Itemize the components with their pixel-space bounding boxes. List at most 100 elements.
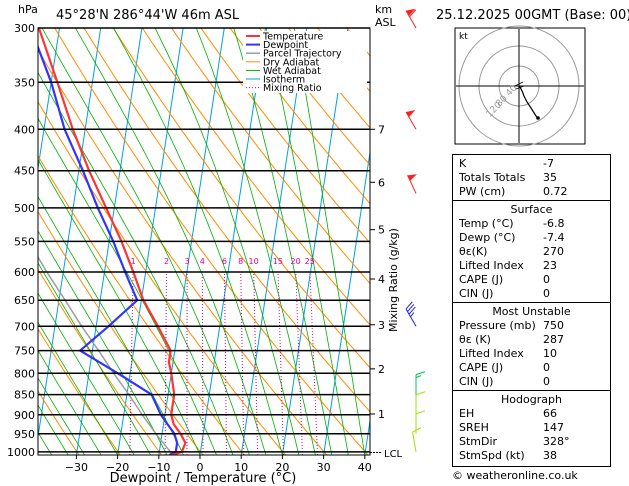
copyright: © weatheronline.co.uk: [452, 469, 578, 482]
pressure-label: 850: [14, 389, 35, 402]
wet-adiabat-line: [265, 28, 349, 455]
hodograph-panel: Hodograph EH 66 SREH 147 StmDir 328° StmSpd…: [452, 390, 611, 467]
hodograph-unit: kt: [459, 32, 468, 42]
wind-barbs: [405, 8, 426, 452]
mixing-ratio-line: [277, 272, 285, 455]
x-tick-label: −20: [106, 461, 129, 474]
mu-label: Pressure (mb): [459, 319, 536, 332]
isotherm-line: [38, 28, 60, 172]
indices-panel: K -7 Totals Totals 35 PW (cm) 0.72: [452, 154, 611, 203]
mixing-ratio-label: 8: [238, 257, 243, 266]
wet-adiabat-line: [293, 28, 366, 455]
dry-adiabat-line: [229, 28, 370, 205]
hodo-value: 66: [543, 407, 557, 420]
wet-adiabat-line: [38, 404, 69, 455]
surface-row: CIN (J) 0: [459, 287, 604, 301]
wet-adiabat-line: [38, 230, 168, 455]
mixing-ratio-axis-label: Mixing Ratio (g/kg): [387, 228, 400, 332]
index-label: Totals Totals: [459, 171, 526, 184]
x-axis-label: Dewpoint / Temperature (°C): [110, 471, 297, 486]
surface-value: -7.4: [543, 231, 565, 244]
legend-label: Parcel Trajectory: [263, 49, 342, 60]
wet-adiabat-line: [38, 195, 184, 455]
surface-label: CIN (J): [459, 287, 494, 300]
mu-row: CIN (J) 0: [459, 375, 604, 389]
dry-adiabat-line: [38, 210, 204, 455]
x-tick-label: 10: [234, 461, 248, 474]
mu-label: CAPE (J): [459, 361, 504, 374]
wind-barb: [405, 8, 417, 29]
hodograph-end-point: [536, 116, 540, 120]
wet-adiabat-line: [38, 377, 85, 455]
wind-barb: [412, 427, 422, 452]
mixing-ratio-line: [164, 272, 167, 455]
mu-value: 0: [543, 375, 550, 388]
hodo-label: StmDir: [459, 435, 498, 448]
pressure-label: 650: [14, 294, 35, 307]
pressure-label: 550: [14, 235, 35, 248]
wind-barb: [415, 391, 426, 415]
surface-value: 0: [543, 273, 550, 286]
mu-row: θε (K) 287: [459, 333, 604, 347]
index-label: PW (cm): [459, 185, 506, 198]
wet-adiabat-line: [38, 158, 201, 455]
x-tick-label: −30: [65, 461, 88, 474]
km-tick-label: 7: [378, 123, 385, 136]
dry-adiabat-line: [38, 390, 80, 455]
mixing-ratio-line: [223, 272, 228, 455]
mixing-ratio-label: 1: [131, 257, 136, 266]
dry-adiabat-line: [38, 100, 286, 455]
hodo-value: 38: [543, 449, 557, 462]
mu-value: 287: [543, 333, 564, 346]
dry-adiabat-line: [38, 48, 328, 455]
index-row: K -7: [459, 157, 604, 171]
hodo-label: EH: [459, 407, 475, 420]
dry-adiabat-line: [171, 28, 370, 285]
wet-adiabat-line: [41, 28, 250, 455]
wind-barb: [405, 110, 417, 130]
pressure-label: 1000: [7, 446, 35, 459]
wet-adiabat-line: [38, 349, 102, 455]
pressure-label: 450: [14, 165, 35, 178]
mu-value: 0: [543, 361, 550, 374]
hodo-row: StmDir 328°: [459, 435, 604, 449]
dewpoint-line: [38, 44, 179, 455]
mixing-ratio-line: [240, 272, 245, 455]
hodo-row: StmSpd (kt) 38: [459, 449, 604, 463]
index-value: -7: [543, 157, 554, 170]
x-tick-label: 30: [317, 461, 331, 474]
mu-label: Lifted Index: [459, 347, 524, 360]
mu-label: θε (K): [459, 333, 491, 346]
surface-value: 0: [543, 287, 550, 300]
km-label: km: [375, 3, 392, 16]
legend-label: Dry Adiabat: [263, 57, 320, 68]
mixing-ratio-label: 6: [222, 257, 227, 266]
mu-row: Pressure (mb) 750: [459, 319, 604, 333]
hodograph-trace: [518, 85, 539, 119]
dry-adiabat-line: [54, 28, 369, 455]
x-tick-label: 40: [358, 461, 372, 474]
km-tick-label: 1: [378, 408, 385, 421]
legend-label: Isotherm: [263, 75, 305, 86]
surface-value: 23: [543, 259, 557, 272]
surface-value: 270: [543, 245, 564, 258]
pressure-label: 300: [14, 22, 35, 35]
pressure-label: 600: [14, 266, 35, 279]
surface-label: Temp (°C): [459, 217, 514, 230]
wet-adiabat-line: [38, 321, 118, 455]
pressure-label: 950: [14, 428, 35, 441]
most-unstable-title: Most Unstable: [492, 305, 571, 318]
km-tick-label: 5: [378, 224, 385, 237]
mixing-ratio-label: 10: [249, 257, 259, 266]
surface-label: CAPE (J): [459, 273, 504, 286]
surface-row: CAPE (J) 0: [459, 273, 604, 287]
wind-barb: [407, 174, 417, 194]
wet-adiabat-line: [195, 28, 316, 455]
dry-adiabat-line: [38, 328, 121, 455]
surface-value: -6.8: [543, 217, 565, 230]
pressure-label: 700: [14, 320, 35, 333]
dry-adiabat-line: [38, 268, 162, 455]
km-tick-label: 2: [378, 363, 385, 376]
pressure-label: 350: [14, 76, 35, 89]
